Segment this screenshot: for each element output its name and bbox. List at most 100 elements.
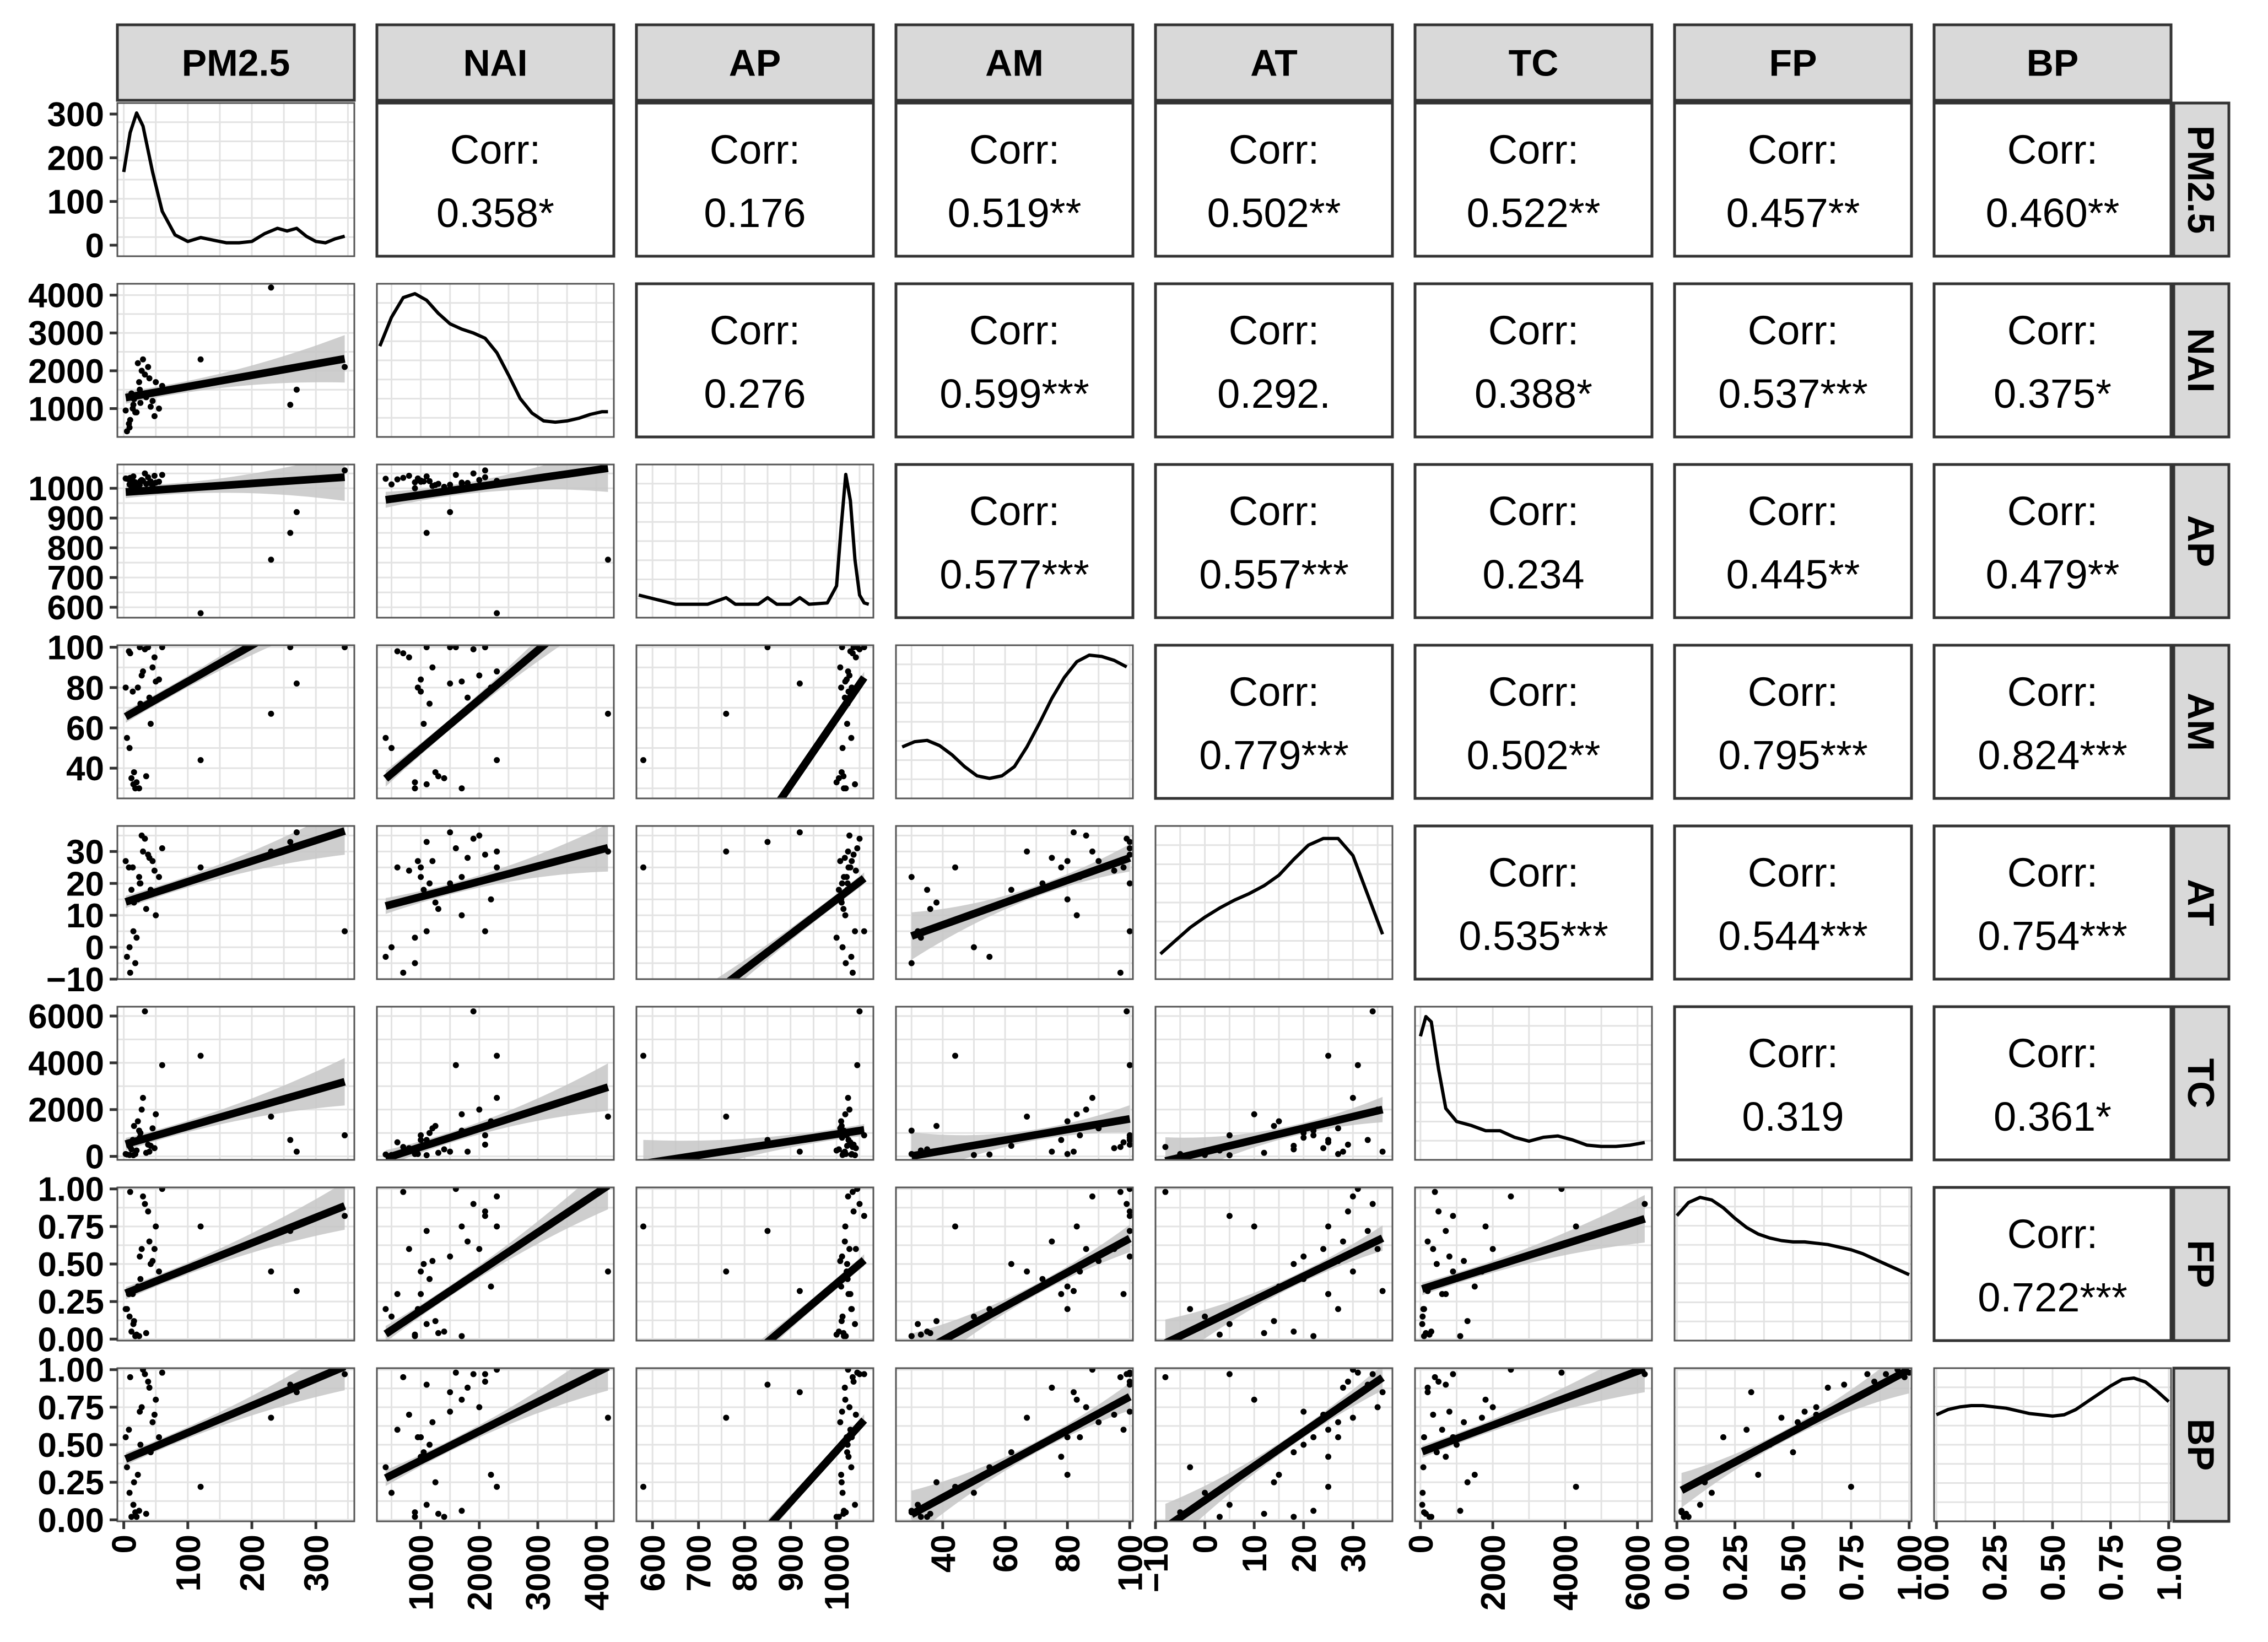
data-point — [142, 470, 148, 477]
data-point — [143, 1149, 149, 1156]
data-point — [418, 1137, 424, 1143]
data-point — [342, 1371, 348, 1378]
data-point — [142, 1371, 148, 1378]
data-point — [1755, 1472, 1762, 1478]
regression-line — [384, 1187, 611, 1337]
column-strip — [1154, 23, 1394, 102]
data-point — [1349, 1414, 1356, 1421]
column-strip — [1932, 23, 2173, 102]
data-point — [1095, 858, 1102, 865]
data-point — [159, 1187, 165, 1192]
data-point — [856, 835, 863, 842]
y-tick-label: 0.50 — [37, 1246, 104, 1284]
corr-panel-frame — [1154, 101, 1394, 258]
data-point — [447, 680, 453, 687]
data-point — [131, 482, 137, 488]
data-point — [268, 710, 274, 717]
data-point — [846, 672, 853, 679]
data-point — [1310, 1434, 1317, 1440]
data-point — [139, 356, 146, 363]
data-point — [494, 864, 500, 871]
x-tick-label: 0.25 — [1717, 1535, 1755, 1601]
data-point — [406, 1411, 412, 1418]
data-point — [1430, 1411, 1437, 1418]
data-point — [134, 1472, 141, 1478]
data-point — [1083, 1404, 1089, 1411]
data-point — [1126, 928, 1133, 935]
data-point — [128, 775, 135, 781]
data-point — [1064, 858, 1071, 865]
x-tick-label: 1000 — [403, 1535, 441, 1611]
x-tick-label: 0.00 — [1659, 1535, 1697, 1601]
data-point — [1430, 1246, 1437, 1252]
y-tick-label: 0 — [85, 929, 104, 967]
data-point — [470, 1008, 477, 1014]
data-point — [143, 906, 149, 912]
data-point — [382, 734, 389, 741]
data-point — [640, 1052, 647, 1059]
panel-frame — [116, 463, 355, 619]
data-point — [1064, 1283, 1071, 1290]
regression-line — [1680, 1368, 1911, 1494]
data-point — [159, 645, 165, 651]
confidence-band — [1165, 1368, 1383, 1521]
data-point — [494, 757, 500, 763]
y-tick-label: 800 — [47, 530, 104, 568]
data-point — [441, 1514, 447, 1520]
data-point — [494, 1193, 500, 1200]
data-point — [1071, 1389, 1077, 1396]
y-tick-label: 0.75 — [37, 1389, 104, 1427]
data-point — [850, 645, 857, 651]
data-point — [406, 867, 412, 874]
data-point — [129, 688, 136, 695]
data-point — [842, 678, 849, 685]
data-point — [123, 1464, 130, 1471]
data-point — [1344, 1208, 1351, 1215]
data-point — [465, 694, 471, 701]
data-point — [127, 969, 133, 976]
data-point — [1089, 848, 1095, 855]
data-point — [197, 610, 204, 617]
data-point — [412, 935, 418, 941]
data-point — [342, 1213, 348, 1219]
data-point — [388, 1313, 395, 1320]
data-point — [839, 1489, 846, 1496]
data-point — [458, 1223, 465, 1230]
data-point — [482, 851, 488, 858]
data-point — [287, 1137, 294, 1143]
y-tick-label: 1000 — [28, 470, 104, 508]
data-point — [845, 1095, 851, 1101]
data-point — [131, 1479, 137, 1486]
data-point — [156, 1268, 163, 1275]
data-point — [1071, 1288, 1077, 1294]
data-point — [423, 1501, 430, 1508]
data-point — [833, 935, 840, 941]
corr-label: Corr: — [1488, 850, 1579, 895]
data-point — [1446, 1253, 1452, 1260]
data-point — [482, 1379, 488, 1385]
data-point — [470, 646, 477, 652]
data-point — [846, 1106, 853, 1113]
density-curve-ap — [638, 473, 870, 606]
data-point — [1300, 1441, 1307, 1448]
data-point — [1848, 1483, 1854, 1490]
data-point — [1424, 1389, 1431, 1396]
corr-label: Corr: — [1229, 488, 1319, 534]
regression-line — [1421, 1215, 1646, 1293]
data-point — [122, 1434, 129, 1440]
data-point — [952, 1223, 958, 1230]
data-point — [861, 928, 867, 935]
data-point — [123, 734, 130, 741]
data-point — [1226, 1152, 1233, 1159]
panel — [116, 825, 355, 980]
regression-line — [911, 1115, 1131, 1160]
data-point — [441, 1146, 447, 1153]
data-point — [435, 1510, 441, 1517]
data-point — [418, 1268, 424, 1275]
data-point — [1290, 1449, 1297, 1456]
data-point — [1681, 1514, 1687, 1520]
data-point — [488, 896, 494, 903]
regression-line — [124, 1202, 347, 1297]
data-point — [412, 779, 418, 786]
data-point — [488, 1283, 494, 1290]
